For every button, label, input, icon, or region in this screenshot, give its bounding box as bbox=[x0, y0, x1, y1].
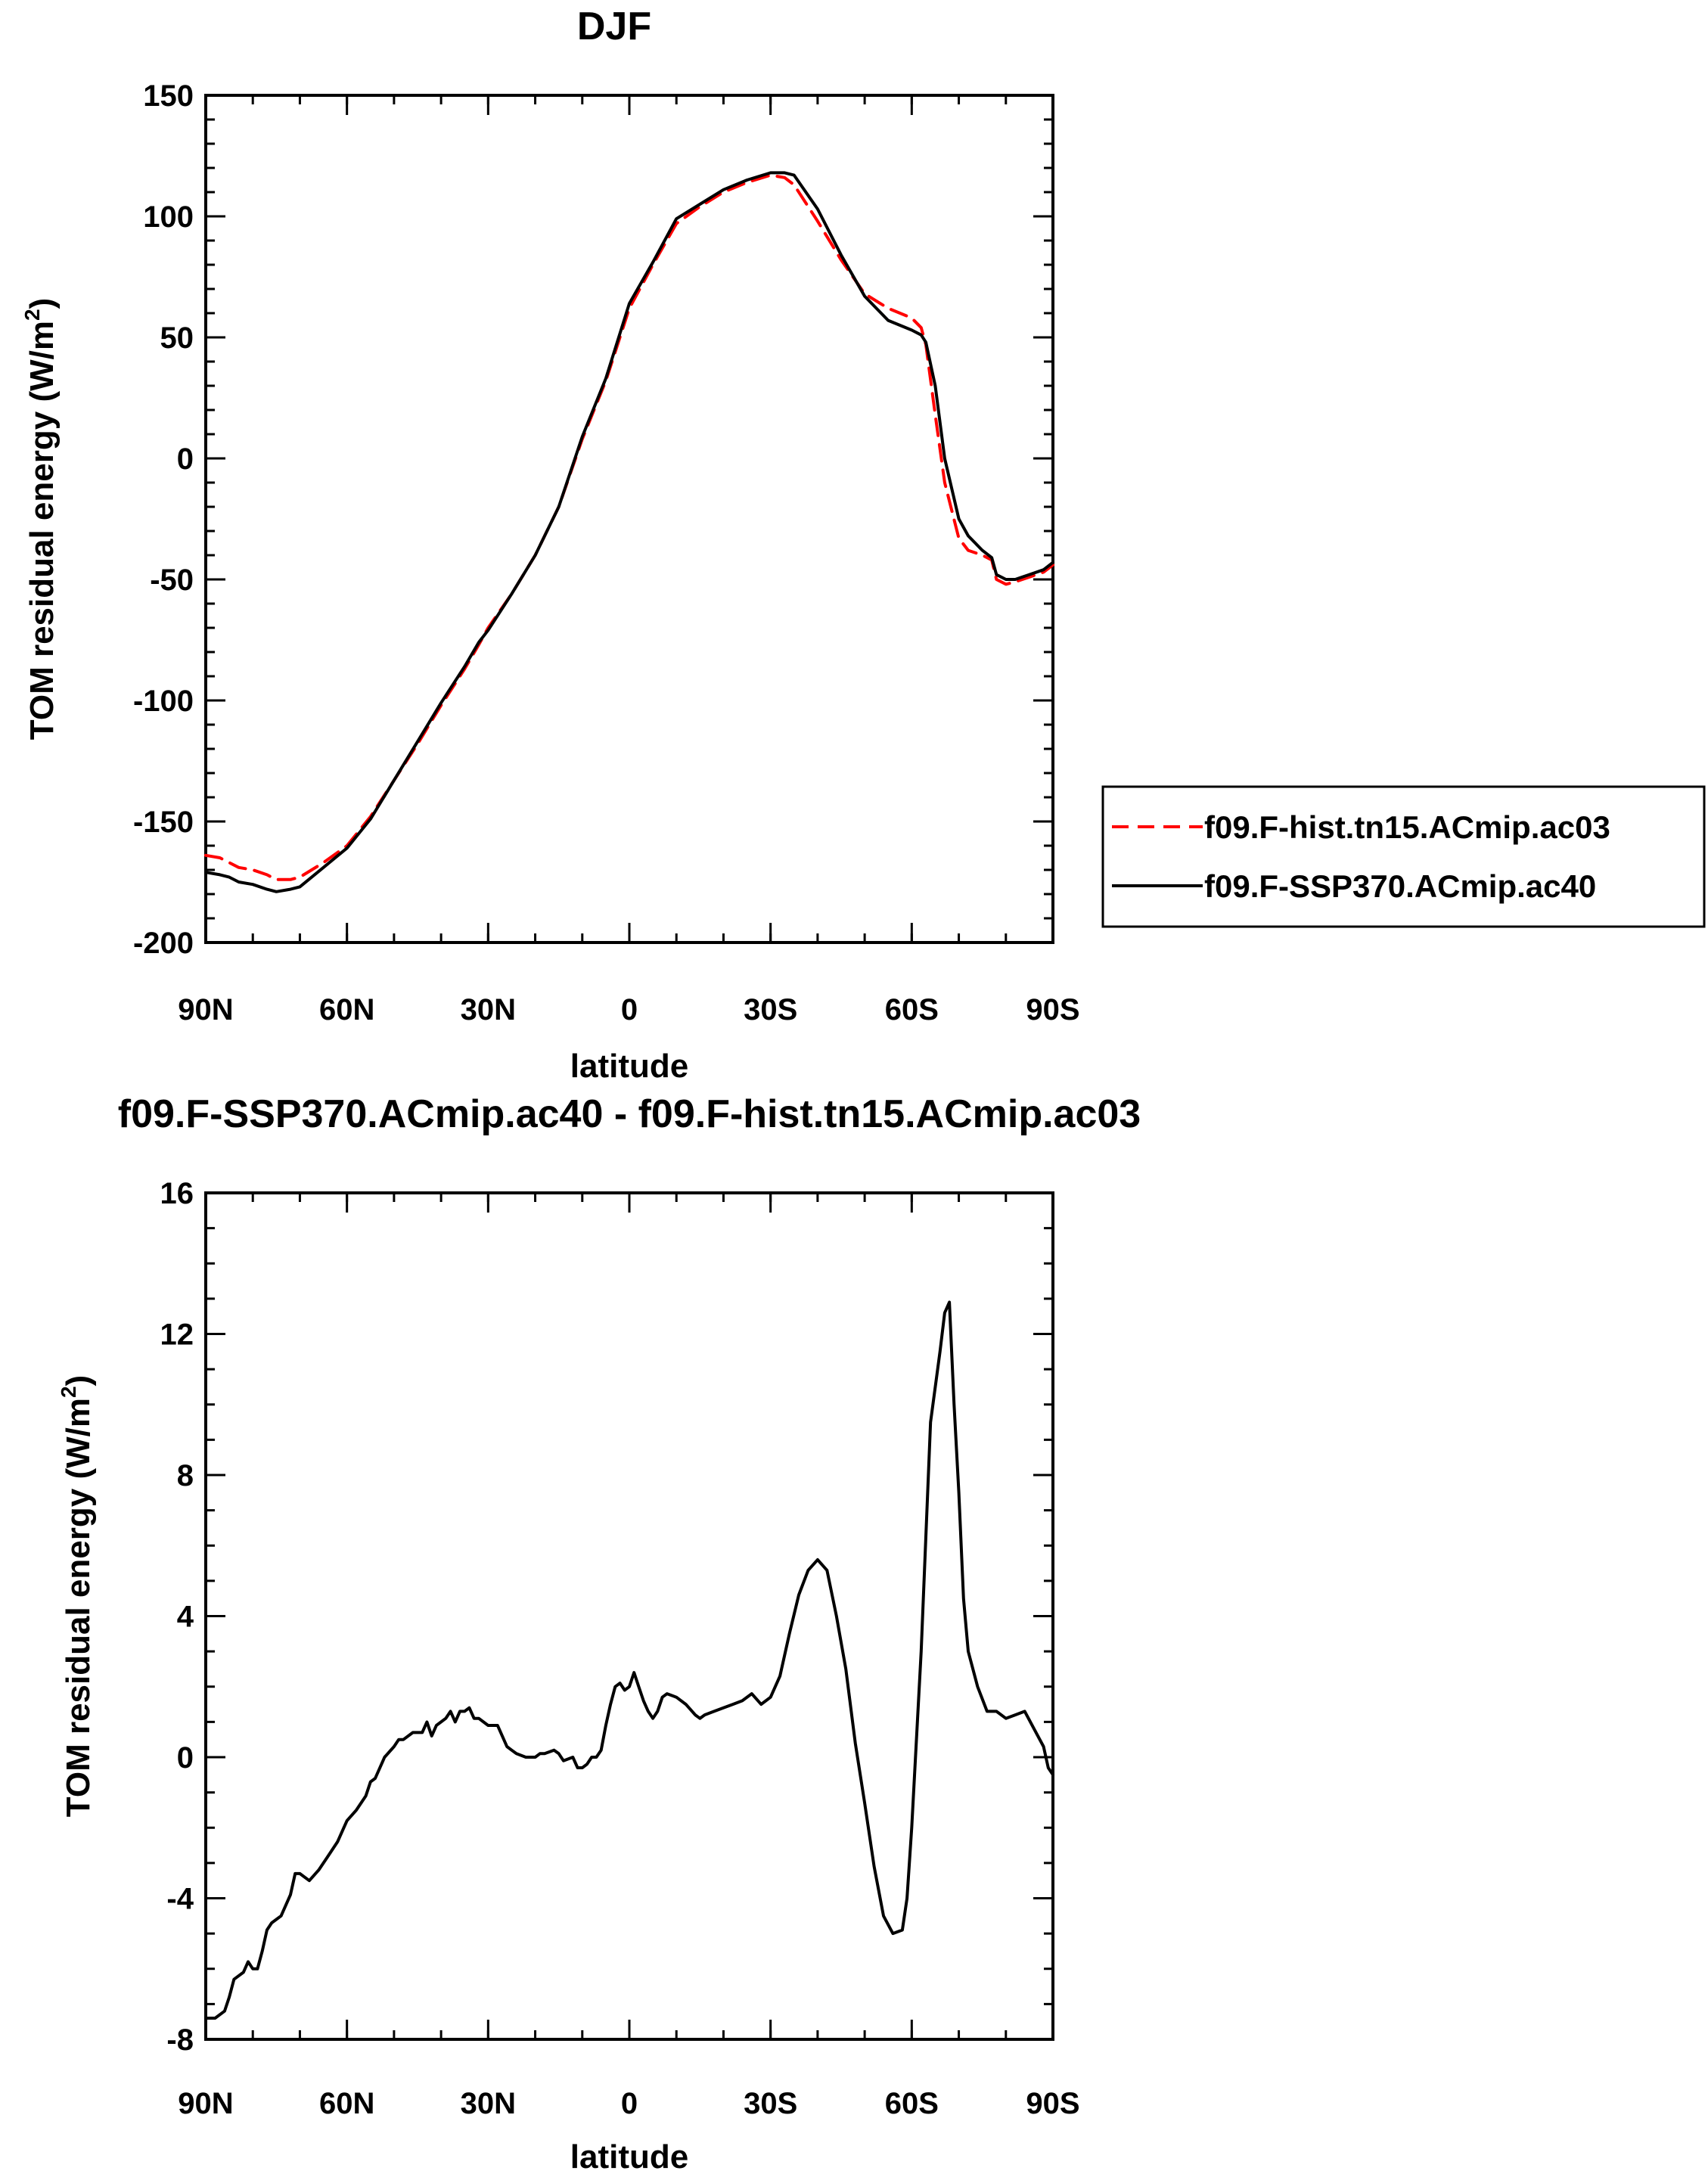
chart-title: f09.F-SSP370.ACmip.ac40 - f09.F-hist.tn1… bbox=[118, 1092, 1141, 1136]
x-tick-label: 90N bbox=[178, 2087, 233, 2120]
y-tick-label: 12 bbox=[160, 1318, 194, 1352]
series-line-ssp370 bbox=[204, 171, 1054, 893]
y-tick-label: -8 bbox=[166, 2023, 194, 2057]
axis-ticks bbox=[204, 94, 1054, 944]
x-tick-label: 30N bbox=[461, 2087, 516, 2120]
legend-label: f09.F-SSP370.ACmip.ac40 bbox=[1204, 868, 1596, 904]
x-tick-label: 90S bbox=[1026, 2087, 1079, 2120]
y-axis-label-superscript: 2 bbox=[57, 1386, 80, 1398]
y-tick-label: -100 bbox=[133, 685, 194, 718]
plot-frame bbox=[204, 1191, 1054, 2041]
y-tick-label: 50 bbox=[160, 321, 194, 355]
y-axis-label-close: ) bbox=[60, 1375, 97, 1387]
x-axis-label: latitude bbox=[570, 1048, 688, 1085]
x-tick-label: 90S bbox=[1026, 993, 1079, 1026]
legend-box bbox=[1101, 785, 1706, 928]
x-tick-label: 30S bbox=[744, 993, 797, 1026]
y-axis-label-text: TOM residual energy (W/m bbox=[60, 1398, 97, 1817]
chart-title: DJF bbox=[577, 5, 651, 48]
y-tick-label: 0 bbox=[177, 1741, 194, 1775]
y-tick-label: -50 bbox=[150, 564, 194, 597]
top-chart: DJF -200 -150 -100 -50 0 50 100 150 90N 60N 30N 0 30S… bbox=[20, 5, 1706, 1085]
series-line-hist bbox=[204, 173, 1054, 881]
y-axis-label-superscript: 2 bbox=[20, 309, 44, 321]
y-tick-label: 100 bbox=[143, 200, 194, 234]
y-tick-label: 150 bbox=[143, 79, 194, 113]
x-axis-label: latitude bbox=[570, 2138, 688, 2175]
y-tick-label: 0 bbox=[177, 443, 194, 476]
x-tick-label: 0 bbox=[621, 993, 638, 1026]
y-axis-label: TOM residual energy (W/m2) bbox=[57, 1375, 97, 1817]
y-axis-label: TOM residual energy (W/m2) bbox=[20, 298, 61, 740]
x-tick-label: 30N bbox=[461, 993, 516, 1026]
y-tick-label: 16 bbox=[160, 1177, 194, 1210]
plot-frame bbox=[204, 94, 1054, 944]
y-tick-label: -200 bbox=[133, 927, 194, 960]
legend-label: f09.F-hist.tn15.ACmip.ac03 bbox=[1204, 809, 1610, 845]
series-line-ssp370 bbox=[204, 1300, 1054, 2020]
x-tick-label: 30S bbox=[744, 2087, 797, 2120]
y-tick-label: 8 bbox=[177, 1459, 194, 1492]
x-tick-label: 60N bbox=[319, 993, 374, 1026]
axis-ticks bbox=[204, 1191, 1054, 2041]
x-tick-label: 0 bbox=[621, 2087, 638, 2120]
y-tick-label: -150 bbox=[133, 806, 194, 839]
x-tick-label: 90N bbox=[178, 993, 233, 1026]
x-tick-label: 60N bbox=[319, 2087, 374, 2120]
y-axis-label-text: TOM residual energy (W/m bbox=[23, 321, 61, 740]
legend: f09.F-hist.tn15.ACmip.ac03 f09.F-SSP370.A… bbox=[1101, 785, 1706, 928]
bottom-chart: f09.F-SSP370.ACmip.ac40 - f09.F-hist.tn1… bbox=[57, 1092, 1141, 2175]
y-axis-label-close: ) bbox=[23, 298, 61, 309]
x-tick-label: 60S bbox=[885, 2087, 939, 2120]
y-tick-label: -4 bbox=[166, 1883, 194, 1916]
x-tick-label: 60S bbox=[885, 993, 939, 1026]
y-tick-label: 4 bbox=[177, 1601, 194, 1634]
